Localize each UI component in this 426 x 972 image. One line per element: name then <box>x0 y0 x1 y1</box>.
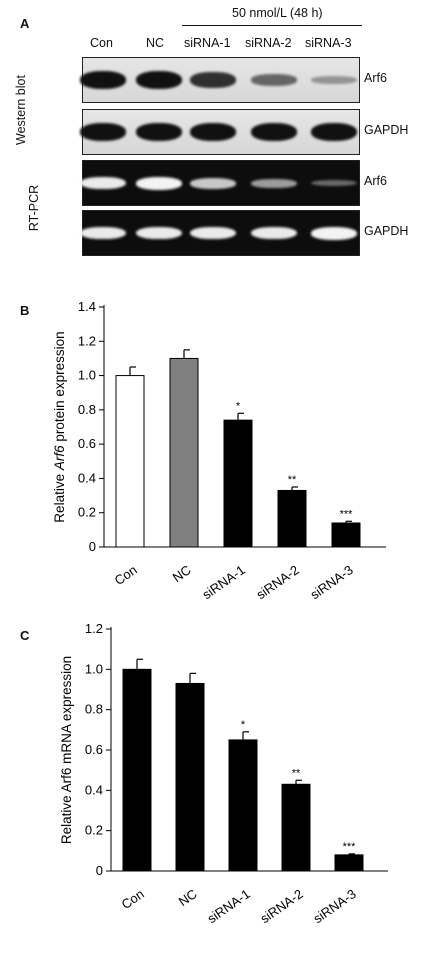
y-axis-label-part: Relative <box>52 470 67 523</box>
bar-sirna-3 <box>331 522 361 548</box>
y-tick-label: 0.6 <box>85 742 103 757</box>
panel-a-letter: A <box>20 16 30 31</box>
y-tick-label: 0.2 <box>85 823 103 838</box>
bar-con <box>115 375 145 548</box>
rt-pcr-gel-strip <box>80 160 360 206</box>
chart-c-arf6-mrna: 0 0.2 0.4 0.6 0.8 1.0 1.2 Relative Arf6 mRNA ex… <box>59 621 388 926</box>
category-label: Con <box>112 562 140 588</box>
bar-nc <box>169 357 199 548</box>
y-axis-label-part: protein expression <box>52 331 67 445</box>
western-blot-strip <box>80 109 360 155</box>
y-tick-label: 1.4 <box>78 299 96 314</box>
category-label: Con <box>119 886 147 912</box>
y-tick-label: 0 <box>89 539 96 554</box>
gel-row-label: Arf6 <box>364 174 387 188</box>
band <box>136 123 182 141</box>
bar-sirna-3 <box>334 854 364 872</box>
y-axis-label-part: Relative Arf6 mRNA expression <box>59 656 74 844</box>
category-label: NC <box>176 886 200 909</box>
treatment-bracket-line <box>182 25 362 26</box>
lane-label: siRNA-3 <box>305 36 352 50</box>
western-blot-label: Western blot <box>14 75 28 145</box>
gel-row-label: GAPDH <box>364 123 409 137</box>
western-blot-strip <box>80 57 360 103</box>
y-tick-label: 0.6 <box>78 436 96 451</box>
band <box>190 177 236 189</box>
band <box>136 226 182 240</box>
band <box>80 123 126 141</box>
category-label: NC <box>170 562 194 585</box>
rt-pcr-gel-strip <box>80 210 360 256</box>
y-tick-label: 1.2 <box>85 621 103 636</box>
band <box>251 178 297 188</box>
significance-marker: ** <box>292 767 301 779</box>
lane-label: siRNA-1 <box>184 36 231 50</box>
band <box>311 123 357 141</box>
category-label: siRNA-1 <box>204 886 252 926</box>
bar-nc <box>175 682 205 872</box>
y-tick-label: 0.4 <box>78 470 96 485</box>
band <box>311 226 357 240</box>
lane-label: Con <box>90 36 113 50</box>
y-tick-label: 0.8 <box>85 702 103 717</box>
significance-marker: * <box>236 400 241 412</box>
gel-row-label: Arf6 <box>364 71 387 85</box>
category-label: siRNA-1 <box>199 562 247 600</box>
bar-con <box>122 668 152 872</box>
band <box>251 74 297 86</box>
category-label: siRNA-2 <box>253 562 301 600</box>
significance-marker: ** <box>288 474 297 486</box>
band <box>190 72 236 88</box>
band <box>80 226 126 240</box>
bar-sirna-1 <box>223 419 253 548</box>
y-tick-label: 0.4 <box>85 782 103 797</box>
panel-b-letter: B <box>20 303 30 318</box>
y-tick-label: 0.2 <box>78 505 96 520</box>
y-tick-label: 1.2 <box>78 333 96 348</box>
y-axis-label: Relative Arf6 mRNA expression <box>59 656 74 844</box>
lane-label: siRNA-2 <box>245 36 292 50</box>
significance-marker: * <box>241 719 246 731</box>
gel-row-label: GAPDH <box>364 224 409 238</box>
y-axis-label: Relative Arf6 protein expression <box>52 331 67 522</box>
band <box>136 176 182 190</box>
band <box>251 226 297 240</box>
category-label: siRNA-3 <box>307 562 355 600</box>
band <box>311 76 357 84</box>
band <box>80 71 126 89</box>
y-axis-label-part: Arf6 <box>52 445 67 471</box>
significance-marker: *** <box>340 508 354 520</box>
panel-c-letter: C <box>20 628 30 643</box>
y-tick-label: 1.0 <box>78 368 96 383</box>
chart-b-arf6-protein: 0 0.2 0.4 0.6 0.8 1.0 1.2 1.4 Relative Arf6 prot… <box>52 299 386 600</box>
category-label: siRNA-2 <box>257 886 305 926</box>
band <box>136 71 182 89</box>
band <box>311 179 357 187</box>
band <box>80 176 126 190</box>
y-tick-label: 1.0 <box>85 661 103 676</box>
band <box>190 123 236 141</box>
y-tick-label: 0 <box>96 863 103 878</box>
lane-label: NC <box>146 36 165 50</box>
bar-sirna-2 <box>277 489 307 548</box>
bar-sirna-1 <box>228 739 258 872</box>
rt-pcr-label: RT-PCR <box>27 184 41 232</box>
band <box>190 226 236 240</box>
y-tick-label: 0.8 <box>78 402 96 417</box>
significance-marker: *** <box>343 841 357 853</box>
band <box>251 123 297 141</box>
category-label: siRNA-3 <box>310 886 358 926</box>
bar-sirna-2 <box>281 783 311 872</box>
treatment-condition-label: 50 nmol/L (48 h) <box>232 6 323 20</box>
